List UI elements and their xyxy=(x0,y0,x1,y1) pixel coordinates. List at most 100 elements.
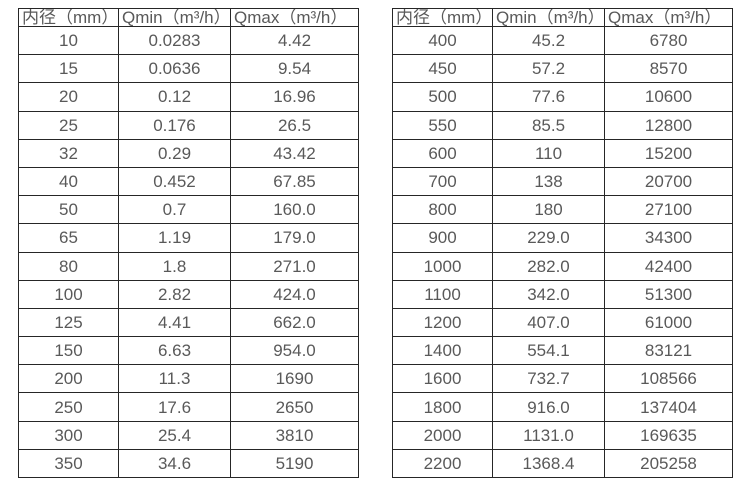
table-cell: 250 xyxy=(18,392,119,422)
table-cell: 450 xyxy=(392,54,493,84)
table-cell: 50 xyxy=(18,195,119,225)
table-cell: 65 xyxy=(18,223,119,253)
table-cell: 0.0283 xyxy=(118,25,231,56)
table-row: 2000 1131.0 169635 xyxy=(392,420,733,450)
table-row: 1100 342.0 51300 xyxy=(392,279,733,309)
table-row: 10 0.0283 4.42 xyxy=(18,25,359,56)
table-row: 150 6.63 954.0 xyxy=(18,336,359,366)
table-cell: 4.41 xyxy=(118,307,231,338)
table-cell: 0.0636 xyxy=(118,54,231,84)
table-cell: 11.3 xyxy=(118,364,231,394)
table-cell: 20 xyxy=(18,82,119,112)
table-cell: 34300 xyxy=(604,223,733,253)
flow-spec-table-large-diameters: 内径（mm） Qmin（m³/h） Qmax（m³/h） 400 45.2 6780… xyxy=(392,8,733,479)
table-cell: 10600 xyxy=(604,82,733,112)
table-cell: 108566 xyxy=(604,364,733,394)
table-cell: 350 xyxy=(18,448,119,479)
table-cell: 0.176 xyxy=(118,110,231,140)
table-cell: 160.0 xyxy=(230,195,359,225)
table-cell: 205258 xyxy=(604,448,733,479)
table-row: 40 0.452 67.85 xyxy=(18,166,359,197)
table-cell: 45.2 xyxy=(492,25,605,56)
table-cell: 125 xyxy=(18,307,119,338)
table-cell: 271.0 xyxy=(230,251,359,281)
table-cell: 662.0 xyxy=(230,307,359,338)
table-row: 2200 1368.4 205258 xyxy=(392,448,733,479)
table-cell: 17.6 xyxy=(118,392,231,422)
table-cell: 0.29 xyxy=(118,138,231,168)
table-cell: 1100 xyxy=(392,279,493,309)
table-cell: 424.0 xyxy=(230,279,359,309)
table-cell: 20700 xyxy=(604,166,733,197)
table-cell: 900 xyxy=(392,223,493,253)
table-cell: 80 xyxy=(18,251,119,281)
flow-spec-table-small-diameters: 内径（mm） Qmin（m³/h） Qmax（m³/h） 10 0.0283 4.4… xyxy=(18,8,359,479)
table-cell: 6.63 xyxy=(118,336,231,366)
table-cell: 1800 xyxy=(392,392,493,422)
table-cell: 43.42 xyxy=(230,138,359,168)
table-cell: 26.5 xyxy=(230,110,359,140)
col-header-diameter: 内径（mm） xyxy=(18,8,119,27)
col-header-qmax: Qmax（m³/h） xyxy=(230,8,359,27)
col-header-qmin: Qmin（m³/h） xyxy=(118,8,231,27)
table-cell: 1400 xyxy=(392,336,493,366)
table-row: 300 25.4 3810 xyxy=(18,420,359,450)
table-row: 20 0.12 16.96 xyxy=(18,82,359,112)
table-row: 80 1.8 271.0 xyxy=(18,251,359,281)
table-row: 900 229.0 34300 xyxy=(392,223,733,253)
table-cell: 4.42 xyxy=(230,25,359,56)
table-cell: 732.7 xyxy=(492,364,605,394)
table-cell: 16.96 xyxy=(230,82,359,112)
table-cell: 77.6 xyxy=(492,82,605,112)
table-row: 600 110 15200 xyxy=(392,138,733,168)
table-row: 1600 732.7 108566 xyxy=(392,364,733,394)
table-cell: 1000 xyxy=(392,251,493,281)
table-cell: 1.19 xyxy=(118,223,231,253)
table-row: 1200 407.0 61000 xyxy=(392,307,733,338)
table-cell: 600 xyxy=(392,138,493,168)
table-cell: 12800 xyxy=(604,110,733,140)
table-cell: 9.54 xyxy=(230,54,359,84)
table-cell: 179.0 xyxy=(230,223,359,253)
table-cell: 407.0 xyxy=(492,307,605,338)
table-header-row: 内径（mm） Qmin（m³/h） Qmax（m³/h） xyxy=(18,8,359,27)
table-cell: 27100 xyxy=(604,195,733,225)
table-cell: 0.12 xyxy=(118,82,231,112)
table-body-left: 10 0.0283 4.42 15 0.0636 9.54 20 0.12 16.96 25 0.1… xyxy=(18,25,359,479)
table-cell: 15 xyxy=(18,54,119,84)
table-row: 550 85.5 12800 xyxy=(392,110,733,140)
table-cell: 67.85 xyxy=(230,166,359,197)
table-cell: 1600 xyxy=(392,364,493,394)
table-cell: 282.0 xyxy=(492,251,605,281)
table-cell: 138 xyxy=(492,166,605,197)
table-row: 25 0.176 26.5 xyxy=(18,110,359,140)
table-cell: 10 xyxy=(18,25,119,56)
table-cell: 300 xyxy=(18,420,119,450)
table-cell: 180 xyxy=(492,195,605,225)
table-cell: 8570 xyxy=(604,54,733,84)
table-cell: 1131.0 xyxy=(492,420,605,450)
table-cell: 57.2 xyxy=(492,54,605,84)
table-cell: 0.7 xyxy=(118,195,231,225)
table-cell: 400 xyxy=(392,25,493,56)
table-cell: 110 xyxy=(492,138,605,168)
table-row: 1000 282.0 42400 xyxy=(392,251,733,281)
table-cell: 169635 xyxy=(604,420,733,450)
table-cell: 137404 xyxy=(604,392,733,422)
table-cell: 0.452 xyxy=(118,166,231,197)
table-row: 1800 916.0 137404 xyxy=(392,392,733,422)
table-cell: 342.0 xyxy=(492,279,605,309)
table-cell: 2000 xyxy=(392,420,493,450)
table-cell: 916.0 xyxy=(492,392,605,422)
table-cell: 3810 xyxy=(230,420,359,450)
table-row: 250 17.6 2650 xyxy=(18,392,359,422)
table-cell: 2200 xyxy=(392,448,493,479)
col-header-diameter: 内径（mm） xyxy=(392,8,493,27)
table-cell: 954.0 xyxy=(230,336,359,366)
table-cell: 5190 xyxy=(230,448,359,479)
table-cell: 40 xyxy=(18,166,119,197)
table-row: 100 2.82 424.0 xyxy=(18,279,359,309)
table-cell: 34.6 xyxy=(118,448,231,479)
table-cell: 1.8 xyxy=(118,251,231,281)
